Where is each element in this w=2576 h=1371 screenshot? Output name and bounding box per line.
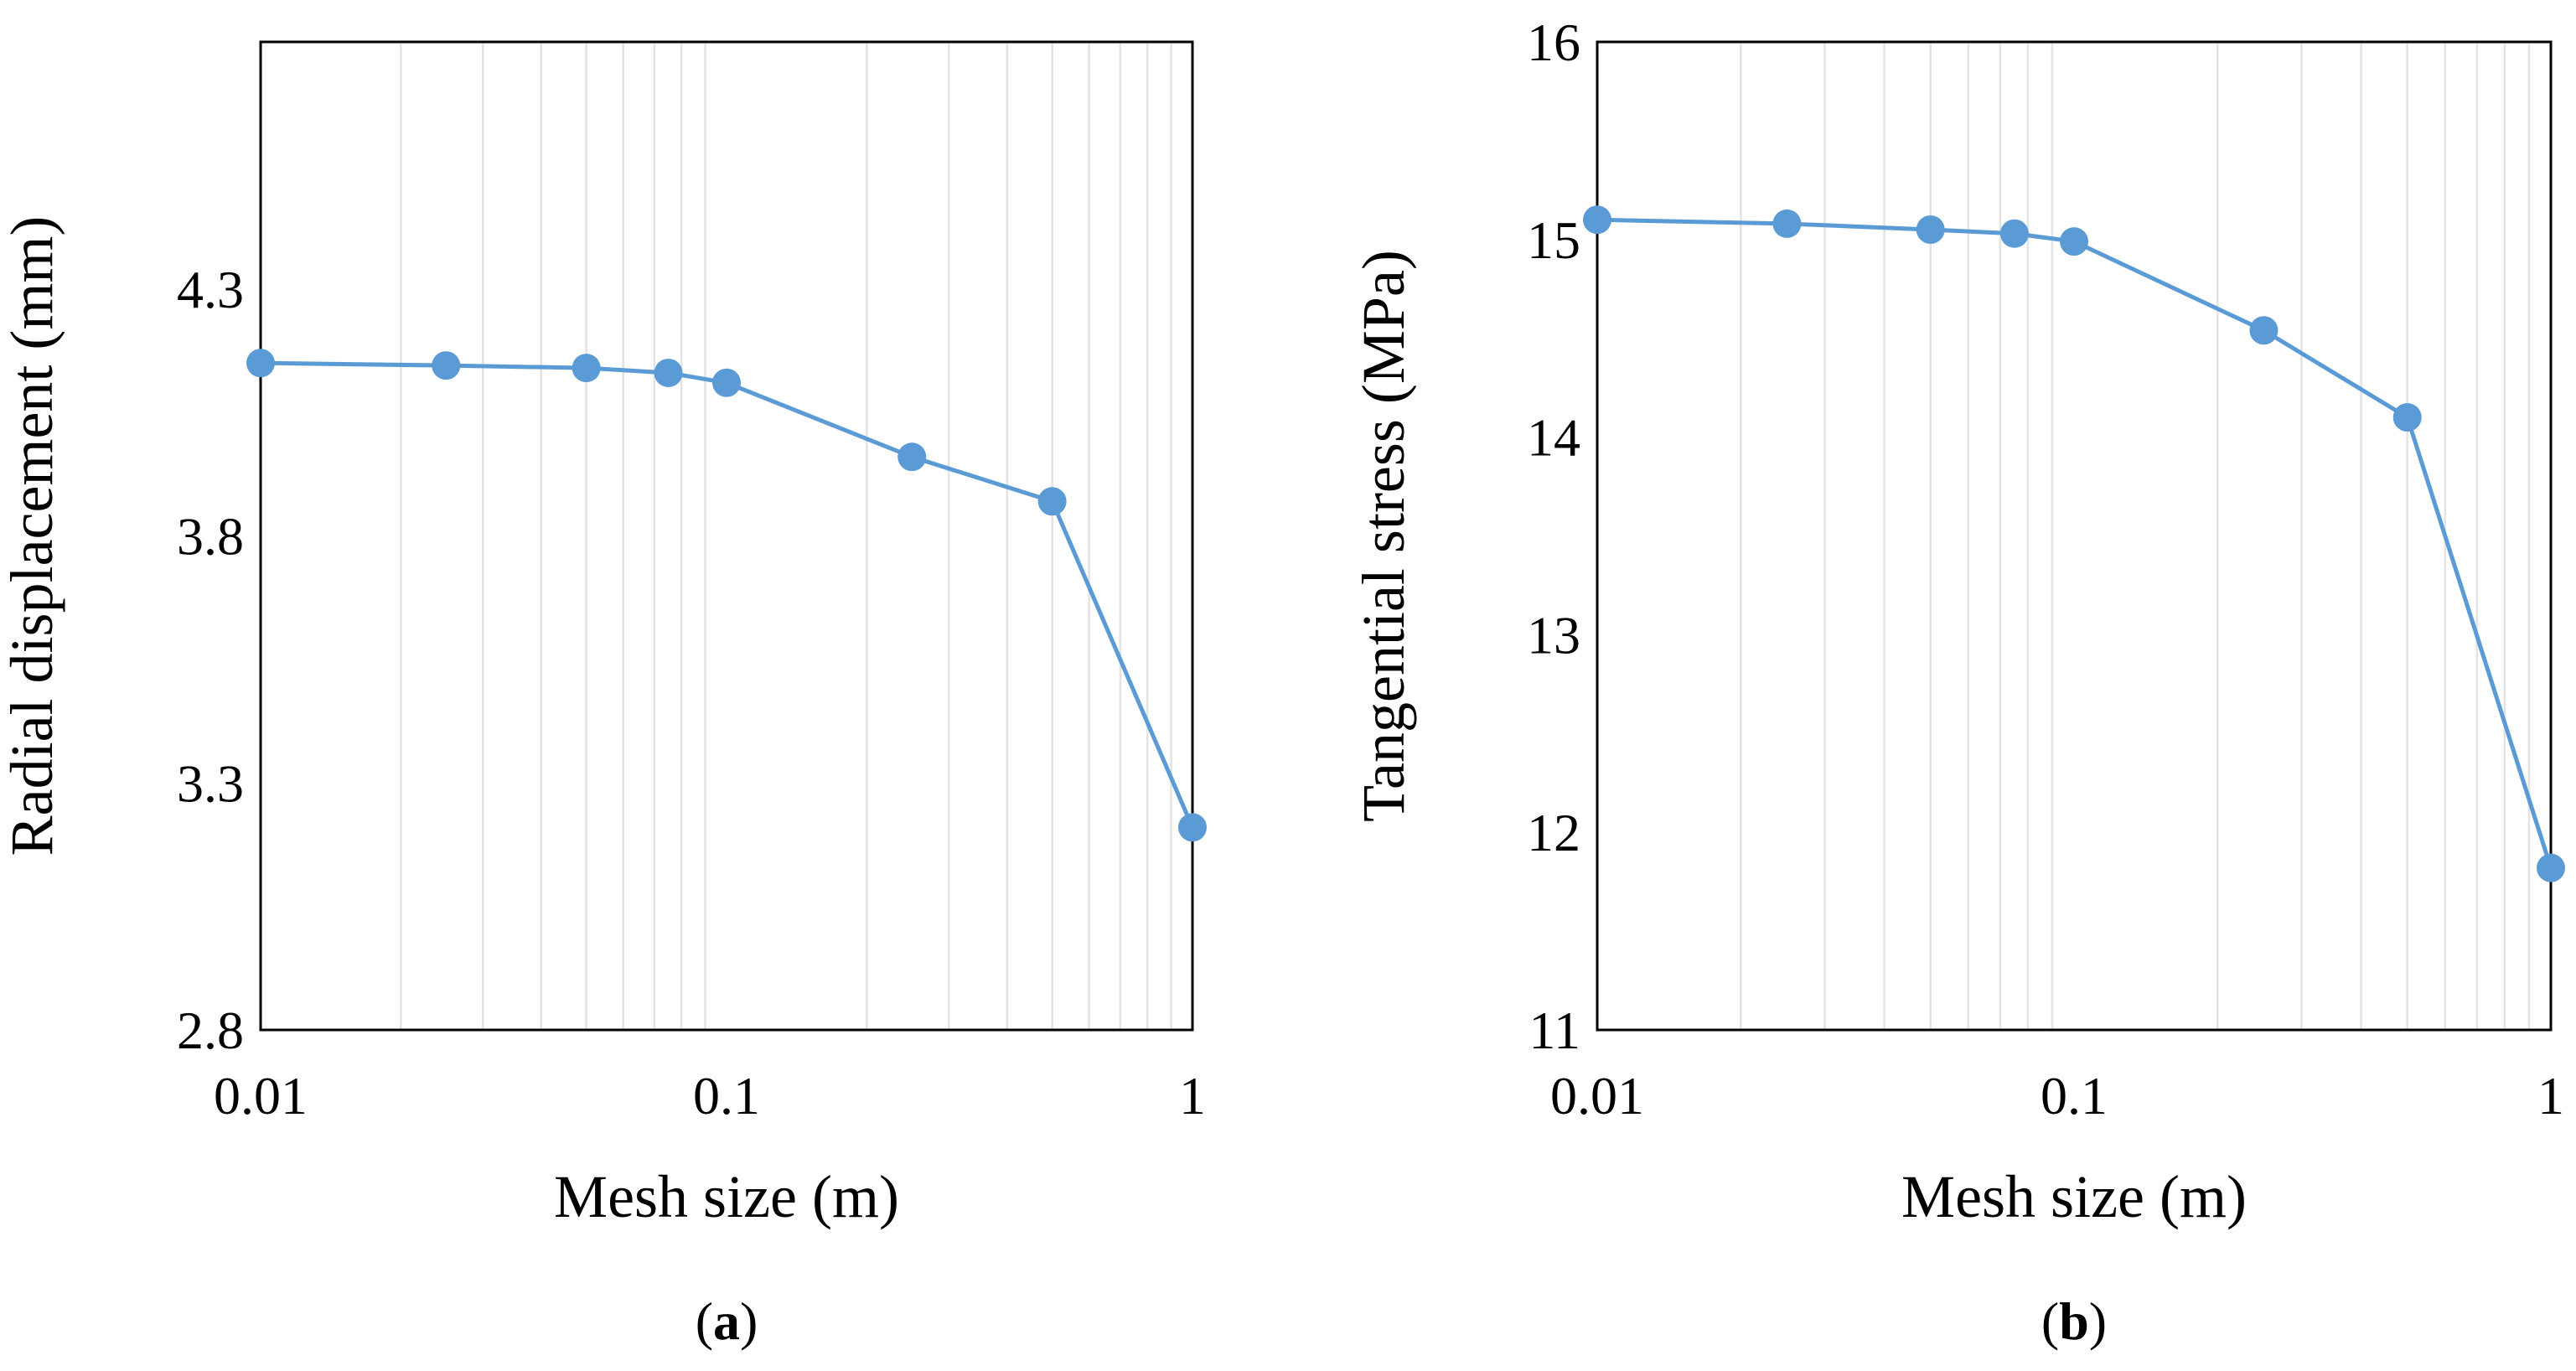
- x-tick-label: 1: [1179, 1066, 1206, 1125]
- plot-frame: [1596, 40, 2553, 1032]
- x-axis-title: Mesh size (m): [554, 1163, 899, 1230]
- data-point: [712, 368, 741, 397]
- y-tick-label: 13: [1527, 605, 1580, 665]
- data-point: [246, 349, 275, 378]
- y-tick-label: 11: [1529, 1001, 1580, 1060]
- x-tick-label: 0.1: [693, 1066, 760, 1125]
- y-tick-label: 3.3: [177, 753, 244, 813]
- y-tick-label: 16: [1527, 13, 1580, 72]
- data-point: [2537, 853, 2565, 882]
- y-axis-title: Radial displacement (mm): [0, 216, 65, 856]
- y-tick-label: 14: [1527, 408, 1580, 468]
- plot-frame: [259, 40, 1194, 1032]
- data-point: [1772, 209, 1802, 238]
- panel-label: (a): [696, 1291, 758, 1351]
- x-axis-title: Mesh size (m): [1901, 1163, 2247, 1230]
- y-tick-label: 2.8: [177, 1001, 244, 1060]
- x-tick-label: 1: [2537, 1066, 2564, 1125]
- data-point: [2060, 227, 2088, 256]
- y-tick-label: 4.3: [177, 260, 244, 319]
- y-tick-label: 12: [1527, 803, 1580, 862]
- data-point: [1583, 205, 1611, 235]
- data-point: [1037, 487, 1067, 516]
- chart-panel-b: 11 12 13 14 15 16 0.01 0.1 1 Mesh size (m) Tangent…: [1350, 13, 2565, 1351]
- data-point: [654, 358, 683, 387]
- y-axis-title: Tangential stress (MPa): [1350, 250, 1417, 822]
- data-point: [1916, 215, 1945, 245]
- x-tick-label: 0.01: [214, 1066, 308, 1125]
- series-line: [1596, 217, 2553, 869]
- data-point: [1999, 219, 2029, 248]
- data-point: [1178, 813, 1207, 842]
- y-tick-label: 3.8: [177, 507, 244, 567]
- data-point: [572, 354, 601, 383]
- x-tick-label: 0.01: [1550, 1066, 1644, 1125]
- series-line: [260, 360, 1195, 829]
- chart-panel-a: 2.8 3.3 3.8 4.3 0.01 0.1 1 Mesh size (m) Radial …: [0, 40, 1207, 1351]
- data-point: [432, 351, 461, 380]
- y-tick-label: 15: [1527, 210, 1580, 270]
- data-point: [2392, 403, 2422, 432]
- data-point: [2249, 316, 2279, 345]
- data-point: [897, 442, 927, 472]
- panel-label: (b): [2041, 1291, 2107, 1351]
- x-tick-label: 0.1: [2041, 1066, 2108, 1125]
